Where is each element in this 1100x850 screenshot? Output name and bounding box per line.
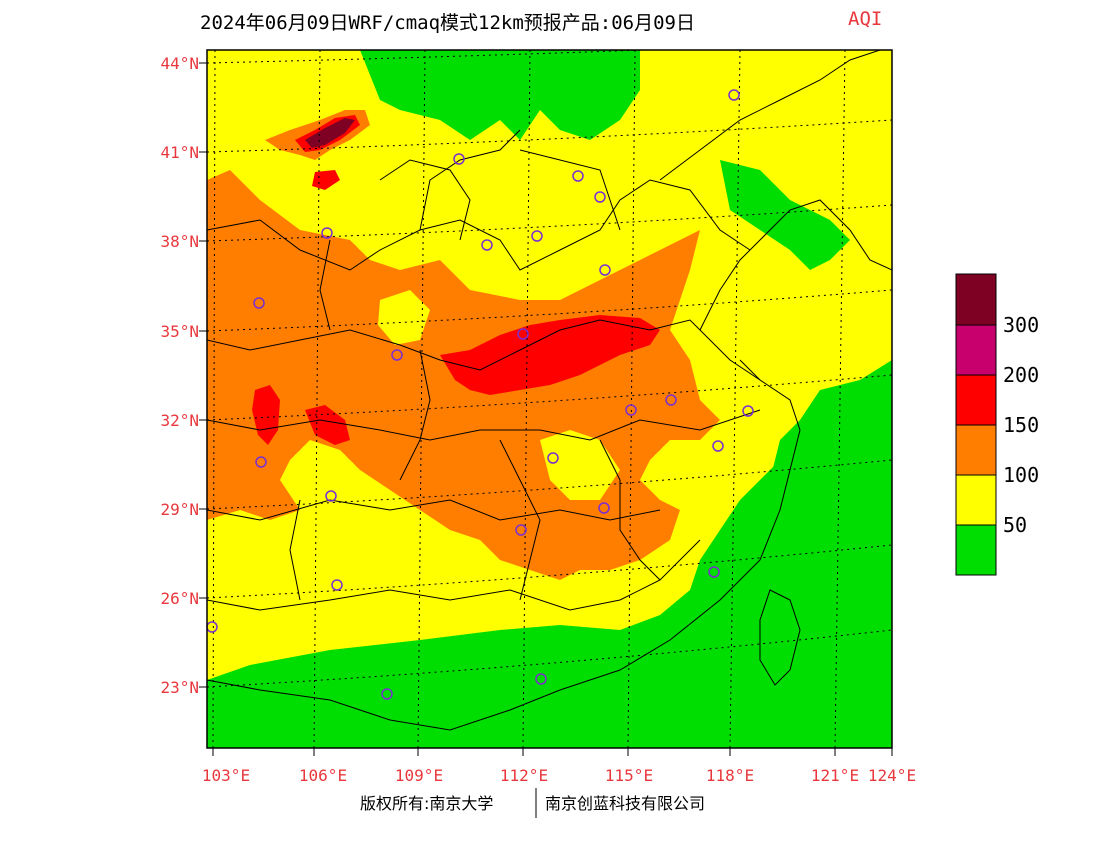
lat-label: 44°N bbox=[160, 54, 199, 73]
legend-label: 300 bbox=[1003, 313, 1040, 337]
lon-label: 124°E bbox=[867, 766, 917, 785]
legend-label: 150 bbox=[1003, 413, 1040, 437]
lon-label: 109°E bbox=[394, 766, 444, 785]
colorbar-purple bbox=[956, 325, 996, 375]
aqi-field bbox=[207, 50, 892, 748]
lat-label: 35°N bbox=[160, 322, 199, 341]
colorbar-yellow bbox=[956, 475, 996, 525]
graticule bbox=[207, 50, 892, 748]
colorbar-orange bbox=[956, 425, 996, 475]
city-markers bbox=[206, 89, 754, 700]
map-frame bbox=[206, 49, 893, 749]
lat-label: 26°N bbox=[160, 589, 199, 608]
lat-label: 41°N bbox=[160, 143, 199, 162]
lon-label: 106°E bbox=[298, 766, 348, 785]
legend-label: 50 bbox=[1003, 513, 1028, 537]
lon-label: 118°E bbox=[705, 766, 755, 785]
legend-label: 100 bbox=[1003, 463, 1040, 487]
lon-label: 121°E bbox=[810, 766, 860, 785]
boundaries bbox=[207, 50, 892, 731]
legend-label: 200 bbox=[1003, 363, 1040, 387]
lon-label: 112°E bbox=[499, 766, 549, 785]
company-text: 南京创蓝科技有限公司 bbox=[545, 794, 706, 813]
map-title: 2024年06月09日WRF/cmaq模式12km预报产品:06月09日 bbox=[200, 12, 695, 34]
lat-label: 29°N bbox=[160, 500, 199, 519]
colorbar-red bbox=[956, 375, 996, 425]
variable-label: AQI bbox=[848, 8, 883, 30]
lon-label: 115°E bbox=[604, 766, 654, 785]
lat-label: 23°N bbox=[160, 678, 199, 697]
ticks bbox=[199, 62, 893, 756]
copyright-text: 版权所有:南京大学 bbox=[360, 794, 494, 813]
lat-label: 32°N bbox=[160, 411, 199, 430]
colorbar bbox=[955, 273, 997, 576]
colorbar-green bbox=[956, 525, 996, 575]
lon-label: 103°E bbox=[201, 766, 251, 785]
colorbar-maroon bbox=[956, 274, 996, 325]
lat-label: 38°N bbox=[160, 232, 199, 251]
